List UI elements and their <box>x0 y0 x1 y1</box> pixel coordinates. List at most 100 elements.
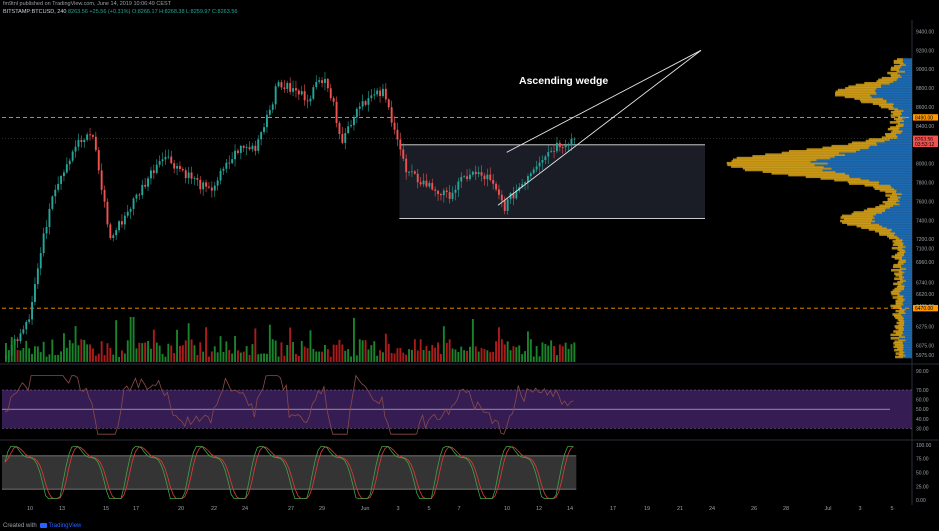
candle-body <box>300 91 303 95</box>
volume-bar <box>457 352 460 362</box>
volume-bar <box>347 349 350 362</box>
volume-profile-bar <box>732 158 817 162</box>
candle-body <box>515 190 518 199</box>
volume-bar <box>283 355 286 362</box>
candle-body <box>318 80 321 82</box>
volume-bar <box>268 324 271 362</box>
volume-profile-bar <box>905 353 912 357</box>
stoch-tick-label: 100.00 <box>916 443 932 449</box>
volume-profile-bar <box>885 132 896 136</box>
volume-profile-bar <box>884 139 912 143</box>
candle-body <box>442 190 445 196</box>
volume-profile-bar <box>889 81 912 85</box>
footer-brand: TradingView <box>48 523 82 529</box>
volume-bar <box>451 348 454 362</box>
candle-body <box>155 164 158 173</box>
volume-bar <box>25 340 28 362</box>
volume-profile-bar <box>899 291 912 294</box>
volume-bar <box>541 342 544 362</box>
volume-profile-bar <box>890 66 901 70</box>
volume-profile-bar <box>878 182 912 185</box>
volume-profile-bar <box>886 100 912 104</box>
rsi-tick-label: 50.00 <box>916 407 929 413</box>
volume-profile-bar <box>894 340 903 343</box>
volume-profile-bar <box>897 245 906 248</box>
volume-profile-bar <box>895 355 903 359</box>
volume-bar <box>7 350 10 362</box>
volume-profile-bar <box>883 97 912 100</box>
volume-profile-bar <box>875 88 912 92</box>
candle-body <box>205 182 207 187</box>
volume-bar <box>141 343 144 362</box>
candle-body <box>31 301 33 320</box>
candle-body <box>170 156 173 164</box>
stoch-d-line <box>4 445 574 500</box>
volume-bar <box>86 344 89 362</box>
time-tick-label: 3 <box>858 506 861 512</box>
volume-bar <box>538 356 541 362</box>
candle-body <box>231 159 234 164</box>
stoch-tick-label: 25.00 <box>916 484 929 490</box>
candle-body <box>115 230 118 236</box>
volume-bar <box>315 351 318 362</box>
candle-body <box>544 156 547 161</box>
stoch-band <box>2 455 577 490</box>
volume-profile-bar <box>834 155 912 158</box>
candle-body <box>234 150 236 160</box>
volume-profile-bar <box>893 314 903 318</box>
volume-profile-bar <box>897 136 912 139</box>
price-tick-label: 7800.00 <box>916 181 934 187</box>
volume-profile-bar <box>901 265 912 269</box>
volume-profile-bar <box>870 93 912 97</box>
candle-body <box>237 150 239 153</box>
time-tick-label: 20 <box>178 506 184 512</box>
time-tick-label: 15 <box>103 506 109 512</box>
volume-profile-bar <box>890 336 900 340</box>
volume-profile-bar <box>902 355 912 359</box>
volume-profile-bar <box>895 352 904 355</box>
volume-bar <box>77 345 80 362</box>
volume-bar <box>506 341 509 362</box>
volume-profile-bar <box>895 302 904 306</box>
volume-bar <box>567 348 570 362</box>
volume-profile-bar <box>887 234 898 238</box>
volume-bar <box>358 339 361 362</box>
candle-body <box>150 170 152 179</box>
volume-profile-bar <box>845 87 877 90</box>
time-tick-label: 17 <box>610 506 616 512</box>
volume-bar <box>121 350 123 362</box>
candle-body <box>341 133 344 143</box>
volume-bar <box>312 348 315 362</box>
price-tick-label: 7600.00 <box>916 199 934 205</box>
candle-body <box>22 329 25 334</box>
ohlc-values: O:8266.17 H:8268.38 L:8259.97 C:8263.56 <box>131 9 238 15</box>
candle-body <box>92 135 94 137</box>
price-tick-label: 6740.00 <box>916 281 934 287</box>
candle-body <box>199 179 202 190</box>
volume-profile-bar <box>898 338 906 342</box>
volume-profile-bar <box>899 68 912 71</box>
candle-body <box>440 194 442 196</box>
volume-profile-bar <box>892 240 903 243</box>
volume-bar <box>219 336 222 362</box>
volume-bar <box>445 342 448 362</box>
volume-profile-bar <box>890 131 902 134</box>
volume-bar <box>413 339 416 362</box>
volume-profile-bar <box>727 163 815 167</box>
volume-profile-bar <box>805 175 850 179</box>
volume-bar <box>92 348 94 362</box>
time-tick-label: 26 <box>751 506 757 512</box>
candle-body <box>260 132 263 140</box>
candle-body <box>408 171 410 173</box>
volume-profile-bar <box>765 153 846 156</box>
candle-body <box>535 166 538 170</box>
volume-profile-bar <box>897 76 912 80</box>
candle-body <box>350 125 352 127</box>
volume-profile-bar <box>879 204 894 207</box>
volume-bar <box>161 353 164 362</box>
candle-body <box>474 171 477 175</box>
symbol-label: BITSTAMP:BTCUSD, 240 <box>3 9 67 15</box>
price-tick-label: 5975.00 <box>916 353 934 359</box>
candle-body <box>184 170 187 179</box>
candle-body <box>132 198 135 210</box>
